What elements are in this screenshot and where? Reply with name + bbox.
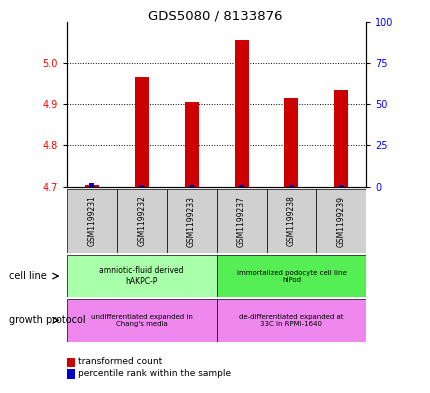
Bar [139, 185, 144, 187]
Bar [239, 185, 243, 187]
Text: GSM1199238: GSM1199238 [286, 196, 295, 246]
Bar [284, 98, 298, 187]
Bar [67, 299, 216, 342]
Text: GSM1199239: GSM1199239 [336, 196, 345, 246]
Text: percentile rank within the sample: percentile rank within the sample [77, 369, 230, 378]
Text: cell line: cell line [9, 271, 46, 281]
Bar [89, 184, 94, 187]
Bar [67, 189, 117, 253]
Text: transformed count: transformed count [77, 357, 161, 366]
Text: GDS5080 / 8133876: GDS5080 / 8133876 [148, 10, 282, 23]
Bar [166, 189, 216, 253]
Bar [216, 189, 266, 253]
Bar [266, 189, 316, 253]
Bar [117, 189, 166, 253]
Text: immortalized podocyte cell line
hIPod: immortalized podocyte cell line hIPod [236, 270, 346, 283]
Bar [67, 255, 216, 297]
Text: GSM1199232: GSM1199232 [137, 196, 146, 246]
Text: GSM1199233: GSM1199233 [187, 196, 196, 246]
Bar [216, 299, 366, 342]
Bar [234, 40, 248, 187]
Bar [67, 358, 74, 367]
Bar [184, 102, 198, 187]
Bar [288, 185, 293, 187]
Bar [85, 185, 98, 187]
Text: de-differentiated expanded at
33C in RPMI-1640: de-differentiated expanded at 33C in RPM… [239, 314, 343, 327]
Bar [316, 189, 366, 253]
Text: growth protocol: growth protocol [9, 315, 85, 325]
Text: GSM1199237: GSM1199237 [237, 196, 246, 246]
Bar [334, 90, 347, 187]
Text: undifferentiated expanded in
Chang's media: undifferentiated expanded in Chang's med… [91, 314, 192, 327]
Text: amniotic-fluid derived
hAKPC-P: amniotic-fluid derived hAKPC-P [99, 266, 184, 286]
Bar [135, 77, 148, 187]
Text: GSM1199231: GSM1199231 [87, 196, 96, 246]
Bar [216, 255, 366, 297]
Bar [189, 185, 194, 187]
Bar [338, 185, 343, 187]
Bar [67, 369, 74, 379]
